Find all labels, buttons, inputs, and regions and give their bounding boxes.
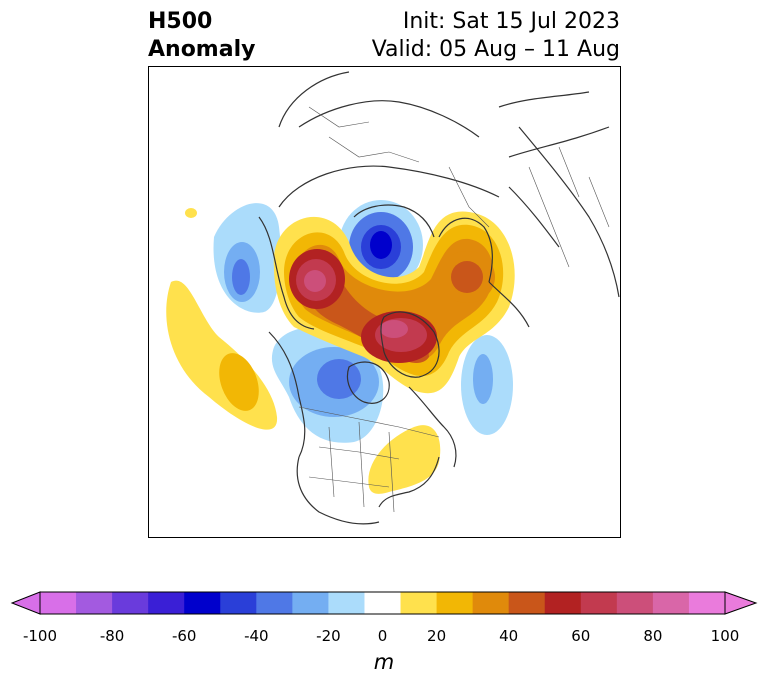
colorbar-swatch <box>364 592 402 614</box>
colorbar-swatch <box>616 592 654 614</box>
colorbar-swatch <box>112 592 149 614</box>
anomaly-kara-peak <box>370 231 392 259</box>
colorbar-swatch <box>292 592 329 614</box>
colorbar-swatch <box>652 592 690 614</box>
anomaly-eastern-us-positive <box>368 425 441 494</box>
anomaly-w-canada-core <box>317 359 361 399</box>
coastlines <box>258 71 620 525</box>
map-canvas <box>166 71 620 525</box>
anomaly-fields <box>166 200 515 494</box>
anomaly-east-siberian-core <box>304 270 326 292</box>
colorbar-swatch <box>508 592 546 614</box>
colorbar-swatch <box>256 592 293 614</box>
colorbar-unit: m <box>373 650 395 674</box>
colorbar-tick-label: 100 <box>710 627 740 645</box>
anomaly-labrador-core <box>473 354 493 404</box>
political-borders <box>298 106 610 513</box>
colorbar-swatch <box>472 592 510 614</box>
colorbar-tick-label: 60 <box>571 627 591 645</box>
colorbar-swatch <box>220 592 257 614</box>
colorbar-swatch <box>40 592 77 614</box>
colorbar-swatch <box>580 592 618 614</box>
title-field-type: Anomaly <box>148 37 256 62</box>
colorbar-tick-label: 40 <box>499 627 519 645</box>
colorbar-tick-label: -40 <box>244 627 269 645</box>
anomaly-barents-core <box>451 261 483 293</box>
colorbar-swatch <box>76 592 113 614</box>
colorbar-tick-label: -20 <box>316 627 341 645</box>
anomaly-east-pacific-core <box>219 353 259 411</box>
title-variable: H500 <box>148 9 213 34</box>
anomaly-small-positive <box>185 208 197 218</box>
anomaly-map <box>148 66 621 538</box>
colorbar-swatch <box>688 592 726 614</box>
colorbar-tick-label: -80 <box>99 627 125 645</box>
colorbar-extend-max <box>724 591 758 615</box>
colorbar-swatch <box>400 592 438 614</box>
colorbar-swatch <box>436 592 474 614</box>
colorbar-border <box>39 591 726 615</box>
title-right: Init: Sat 15 Jul 2023 Valid: 05 Aug – 11… <box>372 8 620 64</box>
colorbar-tick-label: -100 <box>22 627 58 645</box>
colorbar-swatch <box>544 592 582 614</box>
colorbar-tick-label: 20 <box>427 627 447 645</box>
colorbar-swatch <box>148 592 185 614</box>
colorbar-extend-min <box>10 591 41 615</box>
colorbar-tick-label: 80 <box>643 627 663 645</box>
anomaly-gulf-alaska-core <box>232 259 250 295</box>
anomaly-canadian-arctic-core <box>380 320 408 338</box>
title-left: H500 Anomaly <box>148 8 255 64</box>
colorbar-swatch <box>328 592 365 614</box>
colorbar-tick-label: 0 <box>377 627 388 645</box>
colorbar-bar <box>10 591 758 615</box>
valid-range: Valid: 05 Aug – 11 Aug <box>371 37 620 62</box>
colorbar-tick-label: -60 <box>171 627 197 645</box>
colorbar: -100 -80 -60 -40 -20 0 20 40 60 80 100 <box>10 590 758 682</box>
colorbar-swatch <box>184 592 221 614</box>
init-date: Init: Sat 15 Jul 2023 <box>402 9 620 34</box>
